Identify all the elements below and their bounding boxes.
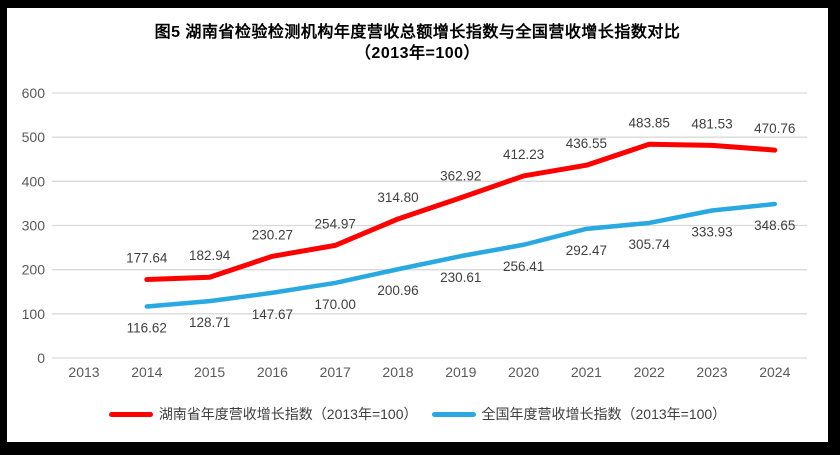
data-point-label: 362.92 xyxy=(440,169,481,184)
data-point-label: 470.76 xyxy=(754,121,795,136)
legend-label-hunan: 湖南省年度营收增长指数（2013年=100） xyxy=(158,406,418,422)
data-point-label: 348.65 xyxy=(754,218,795,233)
data-point-label: 292.47 xyxy=(566,243,607,258)
data-point-label: 230.27 xyxy=(252,227,293,242)
data-point-label: 200.96 xyxy=(377,283,418,298)
chart-title-block: 图5 湖南省检验检测机构年度营收总额增长指数与全国营收增长指数对比 （2013年… xyxy=(7,22,828,64)
data-point-label: 412.23 xyxy=(503,147,544,162)
x-axis-tick-label: 2023 xyxy=(696,364,727,380)
hunan-series-swatch-icon xyxy=(108,411,153,417)
line-chart-plot-area: 0 100 200 300 400 500 600 2013 2014 2015 2016 2017 2… xyxy=(22,85,807,380)
data-point-label: 182.94 xyxy=(189,248,231,263)
data-point-label: 333.93 xyxy=(691,225,732,240)
chart-title: 图5 湖南省检验检测机构年度营收总额增长指数与全国营收增长指数对比 xyxy=(154,24,681,41)
hunan-series-line xyxy=(144,141,778,283)
data-point-label: 254.97 xyxy=(315,216,356,231)
chart-canvas: 图5 湖南省检验检测机构年度营收总额增长指数与全国营收增长指数对比 （2013年… xyxy=(7,8,828,442)
data-point-label: 116.62 xyxy=(127,320,167,335)
data-point-label: 481.53 xyxy=(691,116,732,131)
data-point-label: 436.55 xyxy=(566,136,607,151)
chart-subtitle: （2013年=100） xyxy=(354,45,481,62)
data-point-label: 314.80 xyxy=(377,190,418,205)
data-point-label: 128.71 xyxy=(189,315,230,330)
x-axis-tick-label: 2016 xyxy=(257,364,288,380)
national-series-swatch-icon xyxy=(431,411,476,417)
data-point-label: 230.61 xyxy=(440,270,481,285)
y-axis-tick-label: 600 xyxy=(22,85,46,101)
data-point-label: 170.00 xyxy=(315,297,356,312)
x-axis-tick-label: 2015 xyxy=(194,364,225,380)
x-axis-tick-label: 2014 xyxy=(131,364,162,380)
y-axis-tick-label: 300 xyxy=(22,218,46,234)
legend-item-national: 全国年度营收增长指数（2013年=100） xyxy=(431,404,727,424)
y-axis-tick-label: 0 xyxy=(37,350,45,366)
data-point-label: 483.85 xyxy=(629,115,670,130)
x-axis-tick-label: 2019 xyxy=(445,364,476,380)
chart-legend: 湖南省年度营收增长指数（2013年=100） 全国年度营收增长指数（2013年=… xyxy=(7,404,828,424)
data-point-label: 305.74 xyxy=(629,237,671,252)
x-axis-tick-label: 2020 xyxy=(508,364,539,380)
national-series-line xyxy=(144,201,778,309)
legend-label-national: 全国年度营收增长指数（2013年=100） xyxy=(481,406,727,422)
data-point-label: 177.64 xyxy=(126,251,168,266)
y-axis-tick-label: 200 xyxy=(22,262,46,278)
y-axis-tick-label: 400 xyxy=(22,173,46,189)
x-axis-tick-label: 2013 xyxy=(68,364,99,380)
y-axis-tick-label: 500 xyxy=(22,129,46,145)
x-axis-tick-label: 2018 xyxy=(382,364,413,380)
x-axis-tick-label: 2021 xyxy=(571,364,602,380)
data-point-label: 147.67 xyxy=(252,307,293,322)
x-axis-tick-label: 2017 xyxy=(320,364,351,380)
data-point-label: 256.41 xyxy=(503,259,544,274)
legend-item-hunan: 湖南省年度营收增长指数（2013年=100） xyxy=(108,404,418,424)
x-axis-tick-label: 2024 xyxy=(759,364,790,380)
y-axis-tick-label: 100 xyxy=(22,306,46,322)
x-axis-tick-label: 2022 xyxy=(634,364,665,380)
